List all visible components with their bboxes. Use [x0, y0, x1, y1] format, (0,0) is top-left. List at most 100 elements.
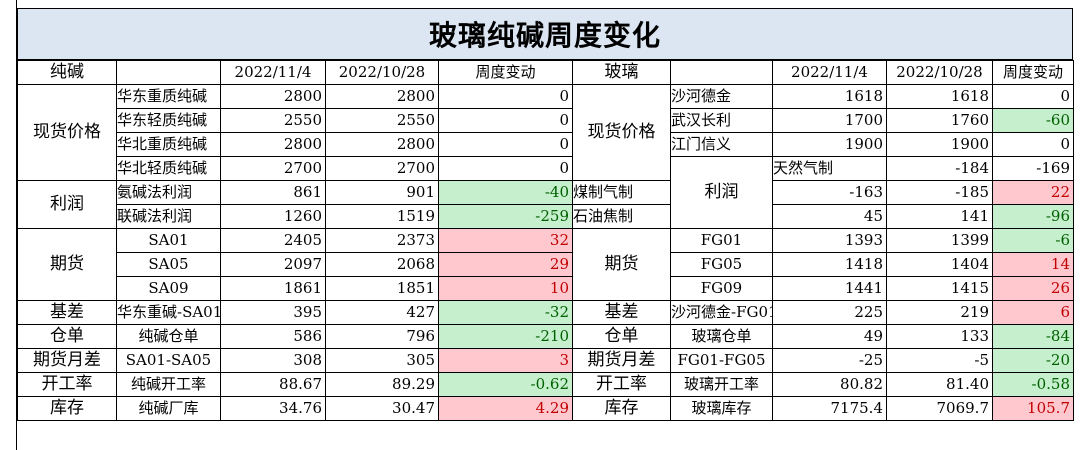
weekly-change-cell: -20 — [992, 348, 1074, 373]
item-name-cell: 天然气制 — [772, 156, 887, 181]
current-value-cell: 45 — [772, 204, 887, 229]
category-cell: 期货月差 — [572, 348, 671, 373]
previous-value-cell: 2800 — [325, 84, 439, 109]
previous-value-cell: 427 — [325, 300, 439, 325]
weekly-change-cell: -96 — [992, 204, 1074, 229]
previous-value-cell: 1404 — [886, 252, 993, 277]
item-name-cell: SA01 — [116, 228, 221, 253]
item-name-cell: 纯碱厂库 — [116, 396, 221, 421]
category-cell: 现货价格 — [572, 84, 671, 181]
current-value-cell: 1861 — [220, 276, 326, 301]
category-cell: 期货月差 — [17, 348, 117, 373]
weekly-change-cell: -6 — [992, 228, 1074, 253]
item-name-cell: 石油焦制 — [572, 204, 671, 229]
current-value-cell: 88.67 — [220, 372, 326, 397]
previous-value-cell: 796 — [325, 324, 439, 349]
item-name-cell: FG09 — [670, 276, 773, 301]
category-cell: 现货价格 — [17, 84, 117, 181]
previous-value-cell: 7069.7 — [886, 396, 993, 421]
previous-value-cell: 2800 — [325, 132, 439, 157]
weekly-change-cell: 3 — [438, 348, 573, 373]
current-value-cell: 225 — [772, 300, 887, 325]
table-row: 基差 华东重碱-SA01 395 427 -32 基差 沙河德金-FG01 225 219 6 — [17, 300, 1074, 325]
table-row: SA09 1861 1851 10 FG09 1441 1415 26 — [18, 276, 1074, 301]
current-value-cell: 1393 — [772, 228, 887, 253]
weekly-change-cell: -210 — [438, 324, 573, 349]
header-cell: 周度变动 — [438, 60, 573, 85]
previous-value-cell: 2700 — [325, 156, 439, 181]
weekly-change-cell: 4.29 — [438, 396, 573, 421]
header-row: 纯碱 2022/11/4 2022/10/28 周度变动 玻璃 2022/11/4 2022… — [17, 60, 1074, 85]
weekly-change-cell: 0 — [438, 156, 573, 181]
header-cell: 2022/10/28 — [886, 60, 993, 85]
previous-value-cell: 1415 — [886, 276, 993, 301]
previous-value-cell: 1618 — [886, 84, 993, 109]
table-row: 联碱法利润 1260 1519 -259 石油焦制 45 141 -96 — [18, 204, 1074, 229]
weekly-change-cell: 0 — [438, 84, 573, 109]
category-cell: 基差 — [572, 300, 671, 325]
item-name-cell: 沙河德金-FG01 — [670, 300, 773, 325]
current-value-cell: 2800 — [220, 132, 326, 157]
previous-value-cell: 901 — [325, 180, 439, 205]
header-cell: 纯碱 — [17, 60, 117, 85]
previous-value-cell: -5 — [886, 348, 993, 373]
table-row: 开工率 纯碱开工率 88.67 89.29 -0.62 开工率 玻璃开工率 80.82 81.4… — [17, 372, 1074, 397]
current-value-cell: -25 — [772, 348, 887, 373]
item-name-cell: 玻璃开工率 — [670, 372, 773, 397]
current-value-cell: 1418 — [772, 252, 887, 277]
category-cell: 仓单 — [17, 324, 117, 349]
weekly-change-cell: -259 — [438, 204, 573, 229]
current-value-cell: 1260 — [220, 204, 326, 229]
category-cell: 期货 — [17, 228, 117, 301]
previous-value-cell: 1900 — [886, 132, 993, 157]
weekly-change-cell: -0.58 — [992, 372, 1074, 397]
item-name-cell: 华北轻质纯碱 — [116, 156, 221, 181]
current-value-cell: -163 — [772, 180, 887, 205]
category-cell: 库存 — [17, 396, 117, 421]
item-name-cell: 煤制气制 — [572, 180, 671, 205]
item-name-cell: 华北重质纯碱 — [116, 132, 221, 157]
weekly-change-cell: 105.7 — [992, 396, 1074, 421]
previous-value-cell: 133 — [886, 324, 993, 349]
weekly-change-cell: -40 — [438, 180, 573, 205]
weekly-change-cell: -84 — [992, 324, 1074, 349]
current-value-cell: 1618 — [772, 84, 887, 109]
header-cell: 2022/10/28 — [325, 60, 439, 85]
item-name-cell: SA01-SA05 — [116, 348, 221, 373]
weekly-change-cell: 22 — [992, 180, 1074, 205]
previous-value-cell: 1519 — [325, 204, 439, 229]
table-row: 期货月差 SA01-SA05 308 305 3 期货月差 FG01-FG05 -25 -5 -2… — [17, 348, 1074, 373]
weekly-change-cell: 6 — [992, 300, 1074, 325]
table-row: 库存 纯碱厂库 34.76 30.47 4.29 库存 玻璃库存 7175.4 7069.7 10… — [17, 396, 1074, 421]
item-name-cell: SA05 — [116, 252, 221, 277]
weekly-change-cell: 10 — [438, 276, 573, 301]
table-row: 利润 氨碱法利润 861 901 -40 煤制气制 -163 -185 22 — [17, 180, 1074, 229]
previous-value-cell: 2550 — [325, 108, 439, 133]
weekly-change-cell: -0.62 — [438, 372, 573, 397]
item-name-cell: 玻璃仓单 — [670, 324, 773, 349]
weekly-change-cell: -60 — [992, 108, 1074, 133]
current-value-cell: 2405 — [220, 228, 326, 253]
previous-value-cell: 219 — [886, 300, 993, 325]
category-cell: 开工率 — [572, 372, 671, 397]
table-row: 期货 SA01 2405 2373 32 期货 FG01 1393 1399 -6 — [17, 228, 1074, 301]
item-name-cell: 华东轻质纯碱 — [116, 108, 221, 133]
weekly-change-cell: 26 — [992, 276, 1074, 301]
weekly-change-cell: -32 — [438, 300, 573, 325]
weekly-change-cell: 14 — [992, 252, 1074, 277]
current-value-cell: 1700 — [772, 108, 887, 133]
item-name-cell: FG05 — [670, 252, 773, 277]
previous-value-cell: -169 — [992, 156, 1074, 181]
previous-value-cell: -185 — [886, 180, 993, 205]
item-name-cell: 玻璃库存 — [670, 396, 773, 421]
item-name-cell: SA09 — [116, 276, 221, 301]
current-value-cell: 80.82 — [772, 372, 887, 397]
item-name-cell: 华东重质纯碱 — [116, 84, 221, 109]
category-cell: 基差 — [17, 300, 117, 325]
previous-value-cell: 89.29 — [325, 372, 439, 397]
current-value-cell: 7175.4 — [772, 396, 887, 421]
weekly-change-cell: 0 — [438, 108, 573, 133]
weekly-change-table: 纯碱 2022/11/4 2022/10/28 周度变动 玻璃 2022/11/4 2022… — [17, 60, 1074, 421]
item-name-cell: FG01 — [670, 228, 773, 253]
header-cell — [116, 60, 221, 85]
